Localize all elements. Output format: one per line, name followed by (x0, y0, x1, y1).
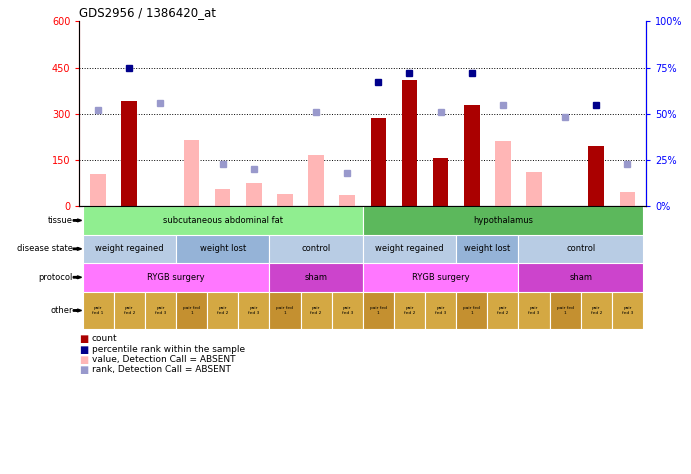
Text: ■: ■ (79, 355, 88, 365)
Text: tissue: tissue (48, 216, 73, 225)
Text: sham: sham (305, 273, 328, 282)
Text: weight regained: weight regained (95, 245, 164, 253)
Text: pair
fed 2: pair fed 2 (310, 306, 322, 315)
Text: pair fed
1: pair fed 1 (557, 306, 574, 315)
Bar (456, 292, 487, 329)
Text: protocol: protocol (38, 273, 73, 282)
Bar (238, 292, 269, 329)
Text: weight lost: weight lost (200, 245, 246, 253)
Text: weight lost: weight lost (464, 245, 511, 253)
Bar (433, 158, 448, 206)
Bar (91, 174, 106, 206)
Bar (612, 292, 643, 329)
Text: RYGB surgery: RYGB surgery (412, 273, 469, 282)
Bar (246, 183, 262, 206)
Bar (394, 292, 425, 329)
Text: percentile rank within the sample: percentile rank within the sample (92, 345, 245, 354)
Bar (580, 292, 612, 329)
Text: control: control (301, 245, 331, 253)
Text: pair
fed 3: pair fed 3 (435, 306, 446, 315)
Bar (620, 192, 635, 206)
Text: pair fed
1: pair fed 1 (276, 306, 294, 315)
Text: ■: ■ (79, 365, 88, 375)
Text: rank, Detection Call = ABSENT: rank, Detection Call = ABSENT (92, 365, 231, 374)
Bar (83, 206, 363, 235)
Text: pair
fed 2: pair fed 2 (217, 306, 228, 315)
Text: GDS2956 / 1386420_at: GDS2956 / 1386420_at (79, 6, 216, 19)
Bar (207, 292, 238, 329)
Bar (184, 140, 199, 206)
Text: pair
fed 3: pair fed 3 (529, 306, 540, 315)
Bar (308, 155, 324, 206)
Text: RYGB surgery: RYGB surgery (147, 273, 205, 282)
Text: sham: sham (569, 273, 592, 282)
Bar (363, 292, 394, 329)
Text: hypothalamus: hypothalamus (473, 216, 533, 225)
Bar (363, 263, 518, 292)
Bar (589, 146, 604, 206)
Bar (114, 292, 145, 329)
Bar (401, 80, 417, 206)
Bar (83, 235, 176, 263)
Bar (301, 292, 332, 329)
Text: disease state: disease state (17, 245, 73, 253)
Bar (145, 292, 176, 329)
Text: ■: ■ (79, 334, 88, 344)
Text: pair
fed 2: pair fed 2 (498, 306, 509, 315)
Text: other: other (50, 306, 73, 315)
Text: pair fed
1: pair fed 1 (370, 306, 387, 315)
Bar (269, 263, 363, 292)
Bar (527, 173, 542, 206)
Bar (518, 263, 643, 292)
Bar (456, 235, 518, 263)
Bar (370, 118, 386, 206)
Text: pair
fed 3: pair fed 3 (155, 306, 166, 315)
Bar (549, 292, 580, 329)
Text: pair fed
1: pair fed 1 (183, 306, 200, 315)
Bar (425, 292, 456, 329)
Bar (487, 292, 518, 329)
Bar (277, 194, 293, 206)
Bar (83, 292, 114, 329)
Bar (363, 206, 643, 235)
Bar (518, 292, 549, 329)
Bar (269, 292, 301, 329)
Text: value, Detection Call = ABSENT: value, Detection Call = ABSENT (92, 355, 236, 364)
Bar (339, 195, 355, 206)
Bar (495, 142, 511, 206)
Text: pair
fed 2: pair fed 2 (124, 306, 135, 315)
Bar (215, 189, 231, 206)
Text: count: count (92, 334, 117, 343)
Text: subcutaneous abdominal fat: subcutaneous abdominal fat (162, 216, 283, 225)
Bar (363, 235, 456, 263)
Text: pair fed
1: pair fed 1 (463, 306, 480, 315)
Bar (518, 235, 643, 263)
Text: weight regained: weight regained (375, 245, 444, 253)
Text: pair
fed 2: pair fed 2 (591, 306, 602, 315)
Text: pair
fed 3: pair fed 3 (341, 306, 353, 315)
Bar (83, 263, 269, 292)
Bar (464, 105, 480, 206)
Text: ■: ■ (79, 345, 88, 355)
Text: pair
fed 2: pair fed 2 (404, 306, 415, 315)
Text: control: control (566, 245, 596, 253)
Bar (332, 292, 363, 329)
Text: pair
fed 3: pair fed 3 (622, 306, 633, 315)
Bar (176, 235, 269, 263)
Bar (269, 235, 363, 263)
Bar (122, 101, 137, 206)
Text: pair
fed 1: pair fed 1 (93, 306, 104, 315)
Bar (176, 292, 207, 329)
Text: pair
fed 3: pair fed 3 (248, 306, 260, 315)
